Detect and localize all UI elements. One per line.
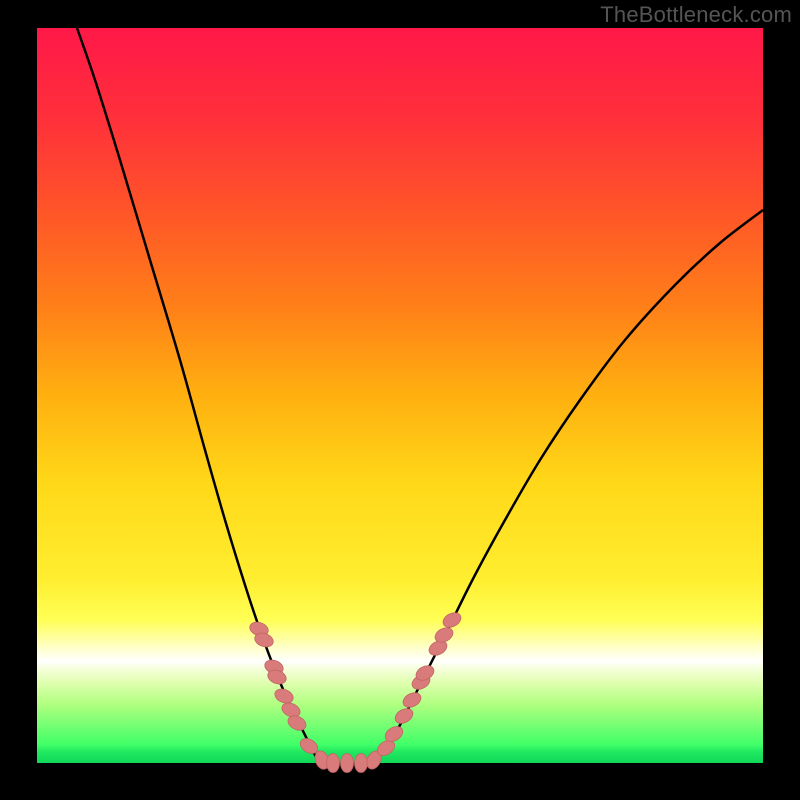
data-marker	[355, 754, 368, 773]
watermark-text: TheBottleneck.com	[600, 2, 792, 28]
chart-canvas: TheBottleneck.com	[0, 0, 800, 800]
chart-svg	[0, 0, 800, 800]
plot-background	[37, 28, 763, 763]
data-marker	[327, 754, 340, 773]
data-marker	[341, 754, 354, 773]
